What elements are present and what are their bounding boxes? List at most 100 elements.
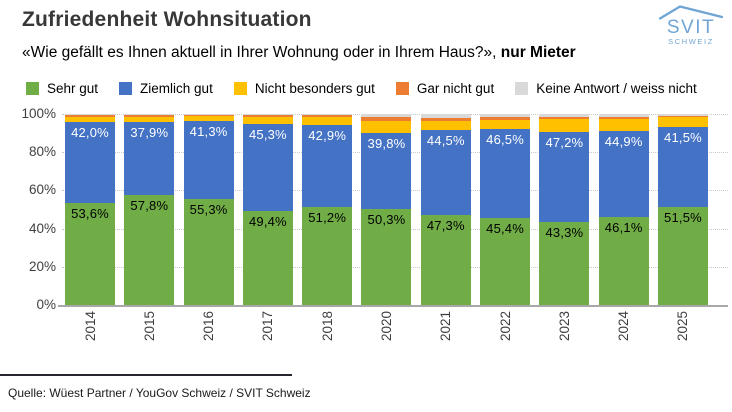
legend-item-4: Keine Antwort / weiss nicht [515,81,697,96]
bar-2023: 43,3% 47,2% [539,114,590,305]
x-label-cell: 2017 [243,311,293,363]
bar-2016: 55,3% 41,3% [183,114,234,305]
bar-segment [598,118,649,132]
bar-segment [124,116,175,123]
y-tick-label: 0% [36,297,56,312]
bar-segment: 46,5% [480,129,531,219]
x-tick-label: 2014 [82,311,98,342]
bar-segment [539,114,590,118]
bar-segment: 42,0% [65,122,115,203]
x-label-cell: 2021 [421,311,471,363]
bar-segment [420,114,471,118]
legend-swatch-icon [26,82,39,95]
bar-value-label: 44,5% [426,132,465,148]
bar-value-label: 43,3% [545,225,584,241]
bar-value-label: 47,3% [426,217,465,233]
bar-value-label: 55,3% [189,202,228,218]
y-tick-label: 20% [28,258,56,274]
bar-segment [361,120,412,133]
bar-segment [183,115,234,121]
x-tick-label: 2016 [201,311,217,342]
x-label-cell: 2024 [599,311,649,363]
x-tick-label: 2022 [497,311,513,342]
bar-value-label: 45,3% [248,127,287,143]
legend-label: Nicht besonders gut [254,81,375,96]
bar-value-label: 51,2% [308,210,347,226]
y-axis: 0% 20% 40% 60% 80% 100% [0,106,56,312]
legend-swatch-icon [233,82,247,95]
bar-segment [302,115,353,117]
bar-segment: 44,9% [598,131,649,217]
bar-2022: 45,4% 46,5% [480,114,531,305]
bar-value-label: 46,1% [604,219,643,235]
legend-item-0: Sehr gut [26,81,98,96]
bar-segment [598,116,649,119]
x-tick-label: 2021 [438,311,454,342]
x-tick-label: 2024 [616,311,632,342]
svit-logo: SVIT SCHWEIZ [658,5,724,46]
bar-segment: 43,3% [539,222,590,305]
bar-segment: 51,2% [302,207,353,305]
bar-segment: 39,8% [361,132,412,209]
subtitle-question: «Wie gefällt es Ihnen aktuell in Ihrer W… [22,44,501,61]
bar-value-label: 50,3% [367,211,406,227]
bar-segment: 44,5% [420,129,471,215]
bar-2017: 49,4% 45,3% [242,114,293,305]
bar-segment [539,117,590,120]
bar-segment [65,114,115,115]
source-text: Quelle: Wüest Partner / YouGov Schweiz /… [8,386,311,400]
x-label-cell: 2020 [361,311,411,363]
y-tick-label: 60% [28,182,56,198]
x-axis-line [58,305,728,307]
bar-2020: 50,3% 39,8% [361,114,412,305]
bar-segment: 46,1% [598,216,649,305]
x-tick-label: 2018 [319,311,335,342]
bar-segment: 47,2% [539,132,590,223]
bar-segment: 47,3% [420,214,471,305]
legend-label: Gar nicht gut [416,81,495,96]
roof-icon [659,5,723,20]
bar-segment [539,119,590,133]
bar-segment [183,114,234,116]
footer-divider [0,374,292,376]
bar-segment [480,116,531,120]
bar-value-label: 47,2% [545,135,584,151]
bar-segment: 57,8% [124,194,175,305]
x-label-cell: 2014 [65,311,115,363]
bar-segment [242,115,293,117]
legend-item-2: Nicht besonders gut [233,81,375,96]
bar-value-label: 44,9% [604,134,643,150]
chart-subtitle: «Wie gefällt es Ihnen aktuell in Ihrer W… [22,44,576,62]
subtitle-emphasis: nur Mieter [500,44,576,61]
bar-value-label: 45,4% [486,221,525,237]
y-tick-label: 40% [28,220,56,236]
bar-segment [302,116,353,126]
bar-segment [657,117,708,128]
bar-2018: 51,2% 42,9% [302,114,353,305]
bar-segment: 49,4% [242,210,293,305]
x-label-cell: 2016 [184,311,234,363]
bar-segment [183,114,234,115]
bar-segment: 53,6% [65,202,115,305]
bar-segment: 50,3% [361,208,412,305]
bar-value-label: 41,3% [189,123,228,139]
page-title: Zufriedenheit Wohnsituation [22,8,312,31]
x-tick-label: 2015 [141,311,157,342]
bar-value-label: 39,8% [367,135,406,151]
x-tick-label: 2017 [260,311,276,342]
bar-2024: 46,1% 44,9% [598,114,649,305]
bar-value-label: 51,5% [664,209,702,225]
x-label-cell: 2015 [124,311,174,363]
bar-segment: 45,4% [480,218,531,305]
bar-value-label: 41,5% [664,130,702,146]
bar-segment [420,117,471,121]
bar-segment [124,114,175,115]
bar-value-label: 42,9% [308,128,347,144]
legend-swatch-icon [395,82,409,95]
legend-label: Ziemlich gut [140,81,213,96]
bar-segment [242,114,293,115]
bar-segment: 37,9% [124,122,175,195]
x-label-cell: 2022 [480,311,530,363]
bar-value-label: 53,6% [71,205,109,221]
legend-item-1: Ziemlich gut [119,81,213,96]
